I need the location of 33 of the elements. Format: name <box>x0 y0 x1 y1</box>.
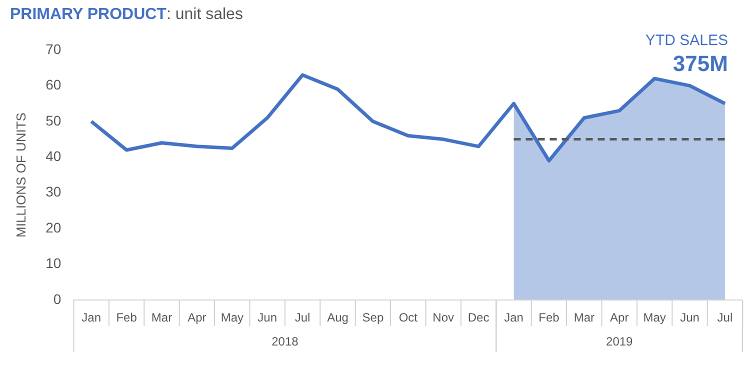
text: 2018 <box>272 334 299 348</box>
y-tick-label: 70 <box>46 40 62 57</box>
x-tick-label: May <box>220 310 244 324</box>
x-tick-label: Jun <box>680 310 700 324</box>
chart-title: PRIMARY PRODUCT: unit sales <box>10 6 243 24</box>
y-axis-title: MILLIONS OF UNITS <box>13 112 28 238</box>
x-tick-label: Mar <box>151 310 172 324</box>
x-tick-label: Sep <box>362 310 384 324</box>
annotation: 375M <box>672 51 728 76</box>
y-tick-label: 30 <box>46 184 62 200</box>
y-tick-label: 0 <box>53 290 62 307</box>
y-tick-label: 60 <box>46 76 62 93</box>
x-tick-label: Feb <box>538 310 560 324</box>
x-tick-label: Jan <box>504 310 524 324</box>
x-tick-label: Jul <box>294 310 310 324</box>
x-tick-label: Dec <box>468 310 490 324</box>
text: 2019 <box>606 334 634 348</box>
x-tick-label: Jul <box>717 310 733 324</box>
x-tick-label: Apr <box>188 310 206 324</box>
x-tick-label: Aug <box>327 310 348 324</box>
y-tick-label: 50 <box>46 112 62 128</box>
x-tick-label: Jan <box>82 310 102 324</box>
x-tick-label: Jun <box>258 310 278 324</box>
x-tick-label: May <box>643 310 666 324</box>
x-tick-label: Oct <box>398 310 418 324</box>
y-tick-label: 40 <box>46 148 62 164</box>
x-tick-label: Mar <box>574 310 594 324</box>
y-tick-label: 10 <box>46 255 62 272</box>
y-tick-label: 20 <box>46 219 62 236</box>
x-tick-label: Nov <box>432 310 454 324</box>
x-tick-label: Apr <box>610 310 629 324</box>
x-tick-label: Feb <box>116 310 138 324</box>
annotation: YTD SALES <box>645 32 728 49</box>
